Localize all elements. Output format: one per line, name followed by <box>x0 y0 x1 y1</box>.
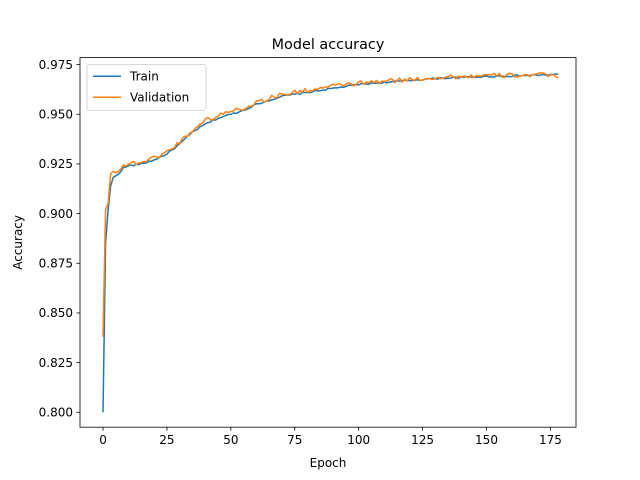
plot-frame <box>79 57 577 428</box>
x-tick-label: 150 <box>475 433 498 447</box>
y-axis-label: Accuracy <box>11 215 25 270</box>
plot-area <box>80 57 576 428</box>
x-tick-label: 100 <box>347 433 370 447</box>
series-layer <box>102 71 559 413</box>
x-axis-label: Epoch <box>310 456 347 470</box>
series-line-validation <box>102 71 559 337</box>
legend-label-validation: Validation <box>130 91 189 105</box>
y-tick-label: 0.900 <box>39 207 73 221</box>
legend-label-train: Train <box>129 70 159 84</box>
x-axis-ticks: 0 25 50 75 100 125 150 175 <box>99 427 562 447</box>
y-tick-label: 0.850 <box>39 306 73 320</box>
x-tick-label: 0 <box>99 433 107 447</box>
legend: Train Validation <box>86 64 207 111</box>
y-tick-label: 0.875 <box>39 257 73 271</box>
y-axis-ticks: 0.800 0.825 0.850 0.875 0.900 0.925 0.950 0.975 <box>39 58 80 420</box>
chart-title: Model accuracy <box>272 37 385 53</box>
y-tick-label: 0.800 <box>39 406 73 420</box>
y-tick-label: 0.825 <box>39 356 73 370</box>
x-tick-label: 125 <box>411 433 434 447</box>
y-tick-label: 0.950 <box>39 108 73 122</box>
x-tick-label: 75 <box>287 433 302 447</box>
x-tick-label: 175 <box>539 433 562 447</box>
x-tick-label: 25 <box>159 433 174 447</box>
y-tick-label: 0.925 <box>39 157 73 171</box>
x-tick-label: 50 <box>223 433 238 447</box>
series-line-train <box>102 73 559 413</box>
y-tick-label: 0.975 <box>39 58 73 72</box>
